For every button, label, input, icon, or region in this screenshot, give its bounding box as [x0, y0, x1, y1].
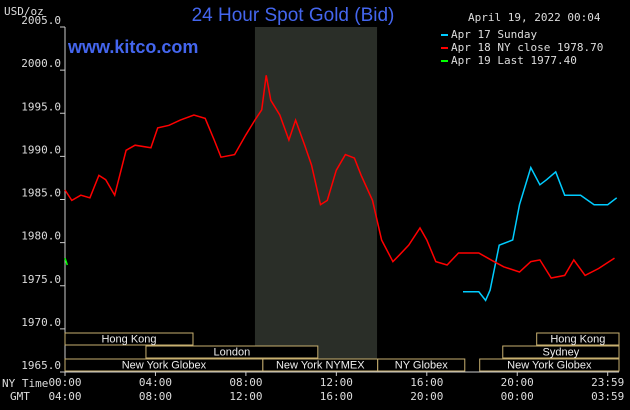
y-tick-label: 2005.0 [21, 14, 61, 27]
y-tick-label: 1995.0 [21, 100, 61, 113]
x-tick-label: 20:00 [501, 376, 534, 389]
y-axis-label: USD/oz [4, 5, 44, 18]
session-bar [377, 358, 466, 372]
session-bar [479, 358, 620, 372]
x2-tick-label: 03:59 [591, 390, 624, 403]
chart-title: 24 Hour Spot Gold (Bid) [192, 5, 395, 26]
x-tick-label: 00:00 [48, 376, 81, 389]
x-tick-label: 12:00 [320, 376, 353, 389]
x-tick-label: 08:00 [229, 376, 262, 389]
session-bar [502, 345, 620, 359]
x-tick-label: 04:00 [139, 376, 172, 389]
session-label: Hong Kong [101, 333, 156, 345]
x2-tick-label: 20:00 [410, 390, 443, 403]
shaded-region [254, 27, 378, 372]
x-axis-label: NY Time [2, 377, 48, 390]
price-line [64, 75, 615, 279]
session-label: NY Globex [395, 359, 448, 371]
x2-tick-label: 16:00 [320, 390, 353, 403]
session-label: New York Globex [122, 359, 207, 371]
price-line [64, 257, 69, 266]
session-label: Hong Kong [550, 333, 605, 345]
x2-tick-label: 04:00 [48, 390, 81, 403]
y-tick-label: 1970.0 [21, 316, 61, 329]
price-line [463, 165, 618, 302]
legend-label: Apr 18 NY close 1978.70 [451, 41, 603, 54]
y-tick-label: 1965.0 [21, 359, 61, 372]
x2-tick-label: 00:00 [501, 390, 534, 403]
legend-label: Apr 19 Last 1977.40 [451, 54, 577, 67]
session-bar [536, 332, 620, 346]
y-tick-label: 1975.0 [21, 273, 61, 286]
x2-tick-label: 12:00 [229, 390, 262, 403]
session-bar [145, 345, 319, 359]
session-label: New York NYMEX [276, 359, 365, 371]
session-bar [64, 332, 194, 346]
x2-tick-label: 08:00 [139, 390, 172, 403]
y-tick-label: 2000.0 [21, 57, 61, 70]
x2-axis-label: GMT [10, 390, 30, 403]
session-label: New York Globex [507, 359, 592, 371]
y-tick-label: 1990.0 [21, 143, 61, 156]
y-tick-label: 1985.0 [21, 187, 61, 200]
x-tick-label: 23:59 [591, 376, 624, 389]
session-label: Sydney [543, 346, 580, 358]
legend-label: Apr 17 Sunday [451, 28, 537, 41]
watermark: www.kitco.com [67, 37, 198, 57]
session-label: London [214, 346, 251, 358]
timestamp: April 19, 2022 00:04 [468, 11, 601, 24]
y-tick-label: 1980.0 [21, 230, 61, 243]
x-tick-label: 16:00 [410, 376, 443, 389]
